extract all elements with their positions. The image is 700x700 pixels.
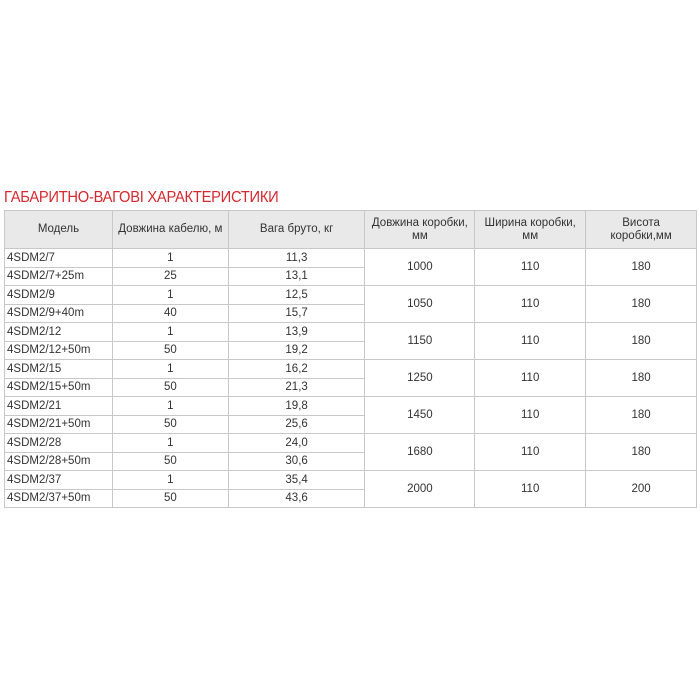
table-row: 4SDM2/7 1 11,3 1000 110 180 bbox=[4, 248, 697, 286]
header-cable-length: Довжина кабелю, м bbox=[111, 210, 229, 249]
gross-weight-cell: 19,8 bbox=[227, 396, 366, 416]
model-cell: 4SDM2/15+50m bbox=[4, 377, 113, 397]
table-row: 4SDM2/12 1 13,9 1150 110 180 bbox=[4, 322, 697, 360]
box-height-cell: 180 bbox=[585, 396, 697, 434]
table-row: 4SDM2/21+50m 50 25,6 bbox=[4, 414, 697, 434]
box-width-cell: 110 bbox=[474, 396, 587, 434]
gross-weight-cell: 13,9 bbox=[227, 322, 366, 342]
model-cell: 4SDM2/12 bbox=[4, 322, 113, 342]
table-row: 4SDM2/9+40m 40 15,7 bbox=[4, 303, 697, 323]
cable-length-cell: 40 bbox=[111, 303, 229, 323]
header-box-height: Висота коробки,мм bbox=[585, 210, 697, 249]
box-height-cell: 180 bbox=[585, 285, 697, 323]
header-gross-weight: Вага бруто, кг bbox=[227, 210, 366, 249]
box-width-cell: 110 bbox=[474, 248, 587, 286]
cable-length-cell: 1 bbox=[111, 433, 229, 453]
header-box-length: Довжина коробки, мм bbox=[364, 210, 476, 249]
table-row: 4SDM2/9 1 12,5 1050 110 180 bbox=[4, 285, 697, 323]
header-row: Модель Довжина кабелю, м Вага бруто, кг … bbox=[4, 210, 697, 249]
box-length-cell: 2000 bbox=[364, 470, 476, 508]
model-cell: 4SDM2/21 bbox=[4, 396, 113, 416]
box-width-cell: 110 bbox=[474, 359, 587, 397]
cable-length-cell: 25 bbox=[111, 266, 229, 286]
table-row: 4SDM2/28 1 24,0 1680 110 180 bbox=[4, 433, 697, 471]
box-width-cell: 110 bbox=[474, 322, 587, 360]
box-height-cell: 200 bbox=[585, 470, 697, 508]
table-row: 4SDM2/15 1 16,2 1250 110 180 bbox=[4, 359, 697, 397]
box-height-cell: 180 bbox=[585, 248, 697, 286]
cable-length-cell: 1 bbox=[111, 248, 229, 268]
gross-weight-cell: 24,0 bbox=[227, 433, 366, 453]
header-box-width: Ширина коробки, мм bbox=[474, 210, 587, 249]
gross-weight-cell: 12,5 bbox=[227, 285, 366, 305]
table-row: 4SDM2/37 1 35,4 2000 110 200 bbox=[4, 470, 697, 508]
gross-weight-cell: 15,7 bbox=[227, 303, 366, 323]
cable-length-cell: 1 bbox=[111, 285, 229, 305]
gross-weight-cell: 21,3 bbox=[227, 377, 366, 397]
model-cell: 4SDM2/15 bbox=[4, 359, 113, 379]
table-row: 4SDM2/28+50m 50 30,6 bbox=[4, 451, 697, 471]
model-cell: 4SDM2/37+50m bbox=[4, 488, 113, 508]
model-cell: 4SDM2/12+50m bbox=[4, 340, 113, 360]
cable-length-cell: 1 bbox=[111, 322, 229, 342]
table-row: 4SDM2/15+50m 50 21,3 bbox=[4, 377, 697, 397]
table-row: 4SDM2/37+50m 50 43,6 bbox=[4, 488, 697, 508]
box-length-cell: 1250 bbox=[364, 359, 476, 397]
cable-length-cell: 50 bbox=[111, 377, 229, 397]
section-title: ГАБАРИТНО-ВАГОВІ ХАРАКТЕРИСТИКИ bbox=[4, 189, 279, 206]
cable-length-cell: 50 bbox=[111, 340, 229, 360]
cable-length-cell: 50 bbox=[111, 451, 229, 471]
gross-weight-cell: 25,6 bbox=[227, 414, 366, 434]
cable-length-cell: 50 bbox=[111, 414, 229, 434]
cable-length-cell: 1 bbox=[111, 396, 229, 416]
box-length-cell: 1050 bbox=[364, 285, 476, 323]
header-model: Модель bbox=[4, 210, 113, 249]
gross-weight-cell: 19,2 bbox=[227, 340, 366, 360]
gross-weight-cell: 13,1 bbox=[227, 266, 366, 286]
box-width-cell: 110 bbox=[474, 285, 587, 323]
box-length-cell: 1680 bbox=[364, 433, 476, 471]
box-height-cell: 180 bbox=[585, 322, 697, 360]
model-cell: 4SDM2/37 bbox=[4, 470, 113, 490]
box-height-cell: 180 bbox=[585, 359, 697, 397]
box-width-cell: 110 bbox=[474, 470, 587, 508]
box-length-cell: 1450 bbox=[364, 396, 476, 434]
gross-weight-cell: 35,4 bbox=[227, 470, 366, 490]
box-height-cell: 180 bbox=[585, 433, 697, 471]
model-cell: 4SDM2/21+50m bbox=[4, 414, 113, 434]
model-cell: 4SDM2/7 bbox=[4, 248, 113, 268]
specs-table: Модель Довжина кабелю, м Вага бруто, кг … bbox=[4, 210, 697, 508]
cable-length-cell: 50 bbox=[111, 488, 229, 508]
box-length-cell: 1000 bbox=[364, 248, 476, 286]
gross-weight-cell: 43,6 bbox=[227, 488, 366, 508]
cable-length-cell: 1 bbox=[111, 470, 229, 490]
model-cell: 4SDM2/28+50m bbox=[4, 451, 113, 471]
model-cell: 4SDM2/9+40m bbox=[4, 303, 113, 323]
cable-length-cell: 1 bbox=[111, 359, 229, 379]
model-cell: 4SDM2/9 bbox=[4, 285, 113, 305]
box-width-cell: 110 bbox=[474, 433, 587, 471]
box-length-cell: 1150 bbox=[364, 322, 476, 360]
model-cell: 4SDM2/28 bbox=[4, 433, 113, 453]
model-cell: 4SDM2/7+25m bbox=[4, 266, 113, 286]
table-row: 4SDM2/21 1 19,8 1450 110 180 bbox=[4, 396, 697, 434]
gross-weight-cell: 30,6 bbox=[227, 451, 366, 471]
gross-weight-cell: 16,2 bbox=[227, 359, 366, 379]
gross-weight-cell: 11,3 bbox=[227, 248, 366, 268]
